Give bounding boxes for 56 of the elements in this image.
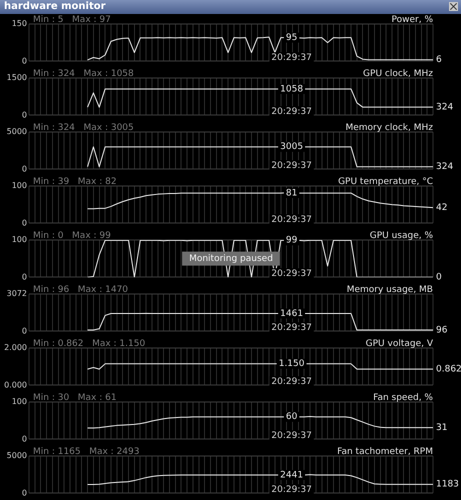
annotation: 20:29:37 bbox=[271, 161, 312, 172]
text: 96 bbox=[436, 325, 448, 336]
y-axis-title: GPU temperature, °C bbox=[338, 177, 433, 187]
y-tick-label: 1500 bbox=[6, 73, 27, 82]
annotation: Min : 5 Max : 97 bbox=[33, 15, 111, 25]
y-tick-label: 0 bbox=[22, 434, 27, 444]
annotation: 20:29:37 bbox=[271, 485, 312, 496]
text: 6 bbox=[436, 55, 442, 66]
text: 0.862 bbox=[436, 364, 461, 375]
annotation: Min : 0.862 Max : 1.150 bbox=[33, 339, 146, 349]
y-axis-title: Memory usage, MB bbox=[346, 285, 433, 295]
y-tick-label: 2.000 bbox=[4, 343, 27, 352]
text: 324 bbox=[436, 102, 454, 113]
y-tick-label: 100 bbox=[12, 181, 27, 190]
y-tick-label: 0 bbox=[22, 272, 27, 282]
y-tick-label: 0 bbox=[22, 218, 27, 228]
annotation: Min : 1165 Max : 2493 bbox=[33, 447, 140, 457]
text: 1183 bbox=[436, 480, 459, 490]
y-tick-label: 0.000 bbox=[4, 380, 27, 390]
y-tick-label: 150 bbox=[12, 19, 27, 28]
y-tick-label: 0 bbox=[22, 326, 27, 336]
y-tick-label: 3072 bbox=[6, 289, 27, 298]
y-axis-title: GPU voltage, V bbox=[366, 339, 434, 349]
annotation: 20:29:37 bbox=[271, 431, 312, 442]
annotation: 20:29:37 bbox=[271, 269, 312, 280]
annotation: Min : 39 Max : 82 bbox=[33, 177, 117, 187]
text: 42 bbox=[436, 202, 448, 213]
annotation: 20:29:37 bbox=[271, 53, 312, 64]
chart-title: hardware monitor bbox=[0, 0, 461, 14]
text: 324 bbox=[436, 162, 454, 172]
annotation: Min : 30 Max : 61 bbox=[33, 393, 117, 403]
text: 31 bbox=[436, 423, 448, 434]
y-tick-label: 0 bbox=[22, 56, 27, 66]
annotation: 20:29:37 bbox=[271, 215, 312, 226]
annotation: Min : 324 Max : 3005 bbox=[33, 123, 134, 133]
annotation: Min : 96 Max : 1470 bbox=[33, 285, 128, 295]
y-tick-label: 0 bbox=[22, 488, 27, 498]
annotation: 20:29:37 bbox=[271, 107, 312, 118]
y-axis-title: GPU clock, MHz bbox=[363, 69, 434, 79]
annotation: Min : 324 Max : 1058 bbox=[33, 69, 134, 79]
y-axis-title: Memory clock, MHz bbox=[345, 123, 434, 133]
y-axis-title: Fan speed, % bbox=[373, 393, 434, 403]
y-tick-label: 5000 bbox=[6, 451, 27, 460]
annotation: 20:29:37 bbox=[271, 323, 312, 334]
y-tick-label: 100 bbox=[12, 235, 27, 244]
y-axis-title: GPU usage, % bbox=[370, 231, 434, 241]
y-axis-title: Fan tachometer, RPM bbox=[337, 447, 433, 457]
y-tick-label: 0 bbox=[22, 110, 27, 120]
y-axis-title: Power, % bbox=[392, 15, 434, 25]
text: 0 bbox=[436, 272, 442, 283]
annotation: Min : 0 Max : 99 bbox=[33, 231, 112, 241]
y-tick-label: 0 bbox=[22, 164, 27, 174]
y-tick-label: 5000 bbox=[6, 127, 27, 136]
annotation: 20:29:37 bbox=[271, 377, 312, 388]
y-tick-label: 100 bbox=[12, 397, 27, 406]
annotation: Monitoring paused bbox=[189, 254, 273, 264]
